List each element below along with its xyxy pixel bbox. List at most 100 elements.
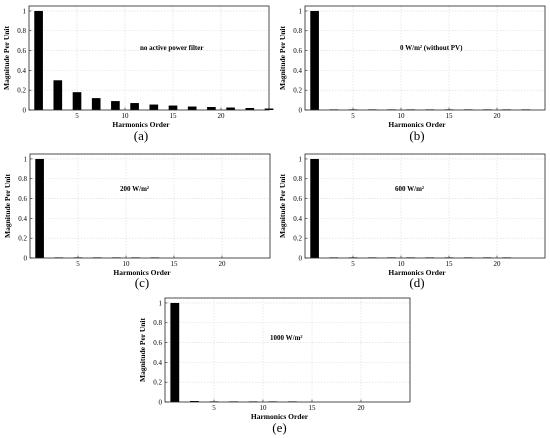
bar-harmonic-13 [149, 104, 159, 110]
x-tick-label: 10 [260, 404, 268, 412]
x-tick-label: 20 [494, 260, 502, 268]
bar-harmonic-17 [187, 106, 197, 110]
x-tick-label: 5 [75, 112, 79, 120]
chart-panel-b: 5 10 15 20 0 0.2 0.4 0.6 0.8 1 Harmonics Order Magn… [275, 0, 546, 148]
x-tick-label: 15 [446, 112, 454, 120]
chart-panel-e: 5 10 15 20 0 0.2 0.4 0.6 0.8 1 Harmonics Order Magn… [135, 290, 411, 438]
x-axis-label: Harmonics Order [112, 120, 170, 129]
y-tick-label: 0.8 [17, 27, 26, 35]
y-tick-label: 0.8 [293, 27, 302, 35]
x-tick-label: 20 [494, 112, 502, 120]
x-tick-label: 15 [446, 260, 454, 268]
x-tick-label: 15 [170, 112, 178, 120]
x-tick-label: 15 [171, 260, 179, 268]
x-tick-label: 10 [122, 112, 130, 120]
x-axis-label: Harmonics Order [388, 268, 446, 277]
y-tick-label: 0.2 [17, 87, 26, 95]
x-axis-label: Harmonics Order [388, 120, 446, 129]
grid [305, 6, 545, 110]
chart-svg: 5 10 15 20 0 0.2 0.4 0.6 0.8 1 Harmonics Order Magn… [138, 297, 411, 435]
y-tick-label: 0.6 [153, 339, 162, 347]
ticks: 5 10 15 20 0 0.2 0.4 0.6 0.8 1 [293, 155, 501, 268]
bar-harmonic-21 [226, 107, 235, 110]
bars [310, 158, 511, 258]
bar-harmonic-1 [34, 10, 43, 111]
y-tick-label: 1 [23, 7, 27, 15]
chart-svg: 5 10 15 20 0 0.2 0.4 0.6 0.8 1 Harmonics Order Magn… [278, 153, 546, 290]
x-tick-label: 20 [358, 404, 366, 412]
bar-harmonic-19 [207, 107, 216, 110]
y-tick-label: 0.2 [293, 87, 302, 95]
y-tick-label: 0 [24, 254, 28, 262]
plot-frame [29, 153, 271, 259]
y-tick-label: 0.4 [17, 67, 26, 75]
bar-harmonic-5 [72, 92, 82, 110]
panel-label: (b) [409, 128, 424, 143]
y-tick-label: 0.4 [18, 215, 27, 223]
grid [29, 6, 269, 110]
chart-annotation: 600 W/m² [395, 185, 424, 193]
x-tick-label: 20 [218, 112, 226, 120]
y-tick-label: 1 [299, 155, 303, 163]
y-tick-label: 0.6 [293, 195, 302, 203]
y-tick-label: 1 [159, 299, 163, 307]
y-tick-label: 0.4 [293, 215, 302, 223]
y-axis-label: Magnitude Per Unit [3, 173, 12, 238]
y-axis-label: Magnitude Per Unit [278, 173, 287, 238]
plot-frame [164, 297, 411, 403]
chart-panel-d: 5 10 15 20 0 0.2 0.4 0.6 0.8 1 Harmonics Order Magn… [275, 144, 546, 294]
grid [165, 298, 410, 402]
chart-annotation: 1000 W/m² [270, 334, 303, 342]
y-tick-label: 0.4 [153, 359, 162, 367]
panel-label: (a) [134, 128, 148, 143]
y-tick-label: 1 [299, 7, 303, 15]
bar-harmonic-23 [245, 108, 255, 110]
plot-frame [28, 5, 270, 111]
bar-harmonic-3 [189, 401, 199, 402]
x-tick-label: 5 [212, 404, 216, 412]
ticks: 5 10 15 20 0 0.2 0.4 0.6 0.8 1 [18, 155, 226, 268]
bar-harmonic-3 [53, 80, 63, 110]
chart-svg: 5 10 15 20 0 0.2 0.4 0.6 0.8 1 Harmonics Order Magn… [3, 153, 271, 290]
ticks: 5 10 15 20 0 0.2 0.4 0.6 0.8 1 [153, 299, 365, 412]
bar-harmonic-7 [91, 98, 101, 110]
bar-harmonic-11 [130, 103, 139, 110]
x-axis-label: Harmonics Order [113, 268, 171, 277]
bar-harmonic-1 [310, 10, 319, 111]
y-tick-label: 0.6 [293, 47, 302, 55]
bar-harmonic-1 [35, 158, 44, 258]
plot-frame [304, 153, 546, 259]
y-axis-label: Magnitude Per Unit [138, 317, 147, 382]
y-tick-label: 0.2 [153, 379, 162, 387]
grid [305, 154, 545, 258]
x-tick-label: 5 [351, 112, 355, 120]
chart-panel-c: 5 10 15 20 0 0.2 0.4 0.6 0.8 1 Harmonics Order Magn… [0, 144, 271, 294]
x-axis-label: Harmonics Order [251, 412, 309, 421]
grid [30, 154, 270, 258]
bar-harmonic-1 [170, 302, 180, 402]
x-tick-label: 15 [309, 404, 317, 412]
panel-label: (e) [272, 420, 286, 435]
y-tick-label: 0.8 [18, 175, 27, 183]
x-tick-label: 10 [398, 112, 406, 120]
x-tick-label: 5 [76, 260, 80, 268]
ticks: 5 10 15 20 0 0.2 0.4 0.6 0.8 1 [293, 7, 501, 120]
chart-annotation: 0 W/m² (without PV) [400, 44, 463, 52]
ticks: 5 10 15 20 0 0.2 0.4 0.6 0.8 1 [17, 7, 225, 120]
y-tick-label: 0.4 [293, 67, 302, 75]
x-tick-label: 5 [351, 260, 355, 268]
y-tick-label: 0 [159, 398, 163, 406]
bars [35, 158, 160, 258]
bars [170, 302, 297, 402]
x-tick-label: 20 [219, 260, 227, 268]
x-tick-label: 10 [123, 260, 131, 268]
y-axis-label: Magnitude Per Unit [2, 25, 11, 90]
y-tick-label: 0.2 [293, 235, 302, 243]
y-tick-label: 0.8 [153, 319, 162, 327]
x-tick-label: 10 [398, 260, 406, 268]
bar-harmonic-9 [111, 101, 120, 110]
y-tick-label: 0 [299, 106, 303, 114]
panel-label: (c) [135, 275, 149, 290]
plot-frame [304, 5, 546, 111]
y-tick-label: 0 [299, 254, 303, 262]
